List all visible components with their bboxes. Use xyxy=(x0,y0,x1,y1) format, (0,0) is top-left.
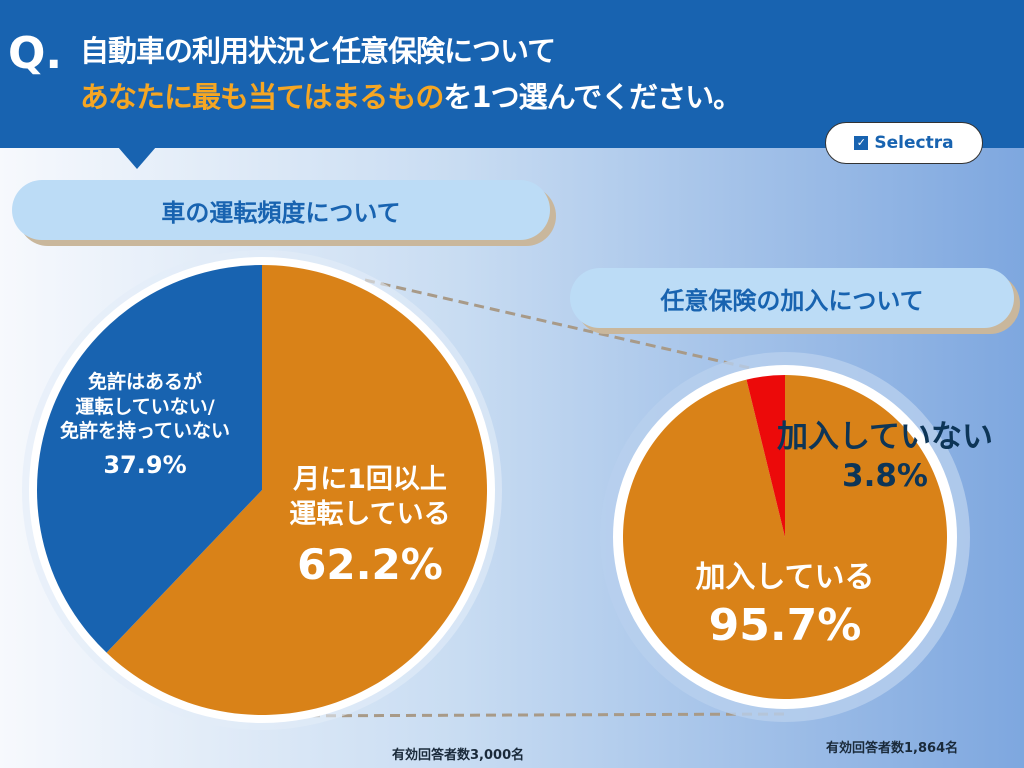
question-highlight: あなたに最も当てはまるもの xyxy=(80,80,444,114)
slice-label-insured: 加入している 95.7% xyxy=(660,558,910,654)
connector-line-bottom xyxy=(261,712,786,718)
header-banner: Q. 自動車の利用状況と任意保険について あなたに最も当てはまるものを1つ選んで… xyxy=(0,0,1024,148)
connector-line-top xyxy=(364,278,786,378)
question-line-1: 自動車の利用状況と任意保険について xyxy=(80,34,556,68)
pie-slice-1 xyxy=(746,375,785,537)
section-title-driving: 車の運転頻度について xyxy=(12,180,550,240)
slice-value-insured: 95.7% xyxy=(708,600,862,651)
pie-slice-0 xyxy=(623,375,947,699)
checkbox-icon: ✓ xyxy=(854,136,869,150)
slice-value-driving: 62.2% xyxy=(297,540,443,590)
logo-text: Selectra xyxy=(874,133,954,153)
slice-label-not-insured: 加入していない 3.8% xyxy=(750,418,1020,496)
slice-value-not-driving: 37.9% xyxy=(103,451,187,480)
slice-value-not-insured: 3.8% xyxy=(842,457,928,494)
slice-label-not-driving: 免許はあるが 運転していない/免許を持っていない 37.9% xyxy=(30,370,260,481)
pie-slice-1 xyxy=(37,265,262,653)
speech-notch xyxy=(118,147,156,169)
respondents-note-1: 有効回答者数3,000名 xyxy=(392,748,525,763)
question-rest: を1つ選んでください。 xyxy=(443,80,742,114)
selectra-logo: ✓ Selectra xyxy=(825,122,983,164)
section-title-insurance: 任意保険の加入について xyxy=(570,268,1014,328)
respondents-note-2: 有効回答者数1,864名 xyxy=(826,741,959,756)
pie-slice-0 xyxy=(106,265,488,715)
slice-label-driving: 月に1回以上 運転している 62.2% xyxy=(260,462,480,593)
question-line-2: あなたに最も当てはまるものを1つ選んでください。 xyxy=(80,74,742,116)
question-mark-label: Q. xyxy=(8,28,63,79)
